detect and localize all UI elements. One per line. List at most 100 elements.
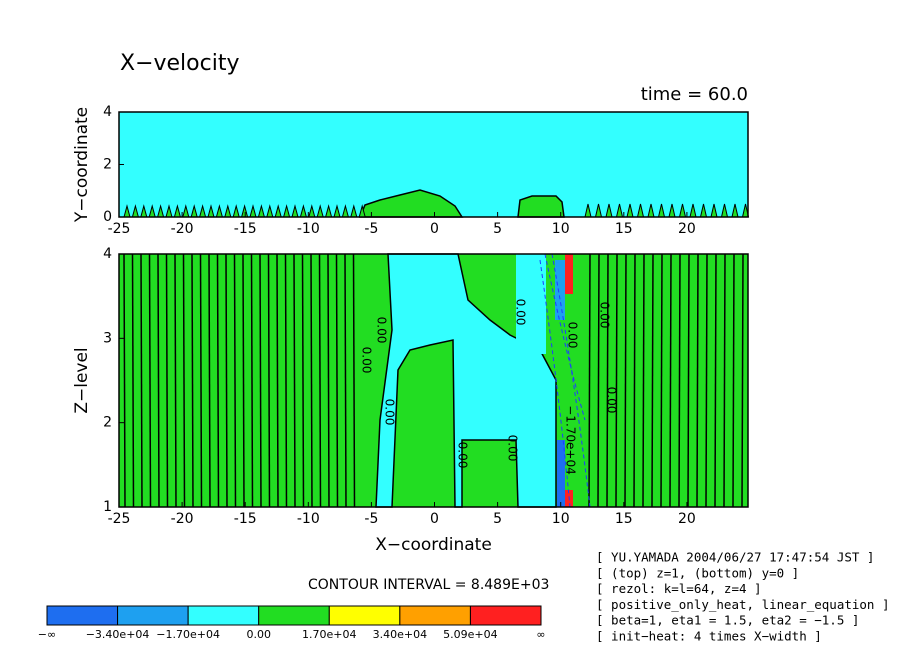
x-tick-label: 15 (615, 221, 633, 237)
contour-line (696, 253, 699, 508)
info-line: [ YU.YAMADA 2004/06/27 17:47:54 JST ] (596, 550, 874, 565)
y-tick-label: 3 (103, 330, 112, 346)
contour-line (687, 253, 690, 508)
y-tick-label: 4 (103, 104, 112, 120)
contour-line (642, 253, 645, 508)
contour-line (597, 253, 600, 508)
contour-line (352, 253, 356, 508)
colorbar-label: ∞ (536, 628, 545, 641)
contour-line (182, 253, 186, 508)
x-tick-label: 20 (678, 221, 696, 237)
colorbar-label: 1.70e+04 (302, 628, 356, 641)
colorbar-box (187, 605, 260, 626)
contour-label: 0.00 (605, 387, 619, 414)
x-tick-label: -5 (364, 511, 378, 527)
contour-line (318, 253, 322, 508)
contour-label: 0.00 (598, 302, 612, 329)
y-axis-label: Z−level (72, 347, 92, 413)
y-tick-label: 2 (103, 157, 112, 173)
contour-label: −1.70e+04 (564, 405, 578, 474)
contour-label: 0.00 (375, 317, 389, 344)
contour-line (131, 253, 135, 508)
x-tick-label: 5 (493, 511, 502, 527)
contour-line (723, 253, 726, 508)
y-axis-label: Y−coordinate (72, 107, 92, 223)
colorbar-label: −1.70e+04 (156, 628, 220, 641)
colorbar-box (399, 605, 471, 626)
contour-label: 0.00 (456, 442, 470, 469)
contour-line (732, 253, 735, 508)
x-tick-label: -20 (171, 511, 194, 527)
colorbar-box (258, 605, 330, 626)
contour-line (123, 253, 126, 508)
x-tick-label: -15 (234, 221, 257, 237)
colorbar-label: 0.00 (246, 628, 271, 641)
contour-line (276, 253, 279, 508)
contour-line (174, 253, 177, 508)
chart-title: X−velocity (120, 51, 240, 76)
contour-line (199, 253, 203, 508)
contour-label: 0.00 (514, 299, 528, 326)
contour-line (651, 253, 654, 508)
info-line: [ beta=1, eta1 = 1.5, eta2 = −1.5 ] (596, 613, 859, 628)
colorbar-label: −3.40e+04 (86, 628, 150, 641)
colorbar-label: 5.09e+04 (443, 628, 497, 641)
x-tick-label: -10 (297, 511, 320, 527)
x-tick-label: 5 (493, 221, 502, 237)
contour-line (242, 253, 245, 508)
contour-interval: CONTOUR INTERVAL = 8.489E+03 (308, 577, 549, 593)
contour-line (615, 253, 618, 508)
contour-line (140, 253, 143, 508)
y-tick-label: 0 (103, 209, 112, 225)
contour-line (633, 253, 636, 508)
contour-line (705, 253, 708, 508)
contour-line (344, 253, 347, 508)
contour-line (259, 253, 262, 508)
x-tick-label: 0 (430, 221, 439, 237)
x-tick-label: -25 (108, 221, 131, 237)
bottom-field (119, 253, 748, 508)
contour-line (293, 253, 296, 508)
info-line: [ positive_only_heat, linear_equation ] (596, 597, 890, 612)
contour-line (284, 253, 288, 508)
plot-frame (118, 253, 749, 508)
contour-line (208, 253, 211, 508)
x-tick-label: 10 (552, 511, 570, 527)
x-tick-label: -10 (297, 221, 320, 237)
contour-line (624, 253, 627, 508)
x-tick-label: -15 (234, 511, 257, 527)
top-field (119, 112, 750, 218)
contour-line (301, 253, 305, 508)
y-tick-label: 1 (103, 499, 112, 515)
colorbar-label: −∞ (38, 628, 56, 641)
x-axis-label: X−coordinate (375, 535, 492, 555)
contour-line (250, 253, 254, 508)
x-tick-label: 10 (552, 221, 570, 237)
contour-line (714, 253, 717, 508)
contour-line (148, 253, 152, 508)
contour-label: 0.00 (383, 399, 397, 426)
contour-line (741, 253, 744, 508)
contour-line (191, 253, 194, 508)
contour-line (588, 253, 591, 508)
x-tick-label: 0 (430, 511, 439, 527)
contour-line (335, 253, 339, 508)
colorbar-box (328, 605, 401, 626)
contour-line (216, 253, 220, 508)
contour-line (678, 253, 681, 508)
info-line: [ rezol: k=l=64, z=4 ] (596, 581, 762, 596)
colorbar-box (46, 605, 119, 626)
contour-line (327, 253, 330, 508)
x-tick-label: -20 (171, 221, 194, 237)
x-tick-label: 15 (615, 511, 633, 527)
contour-label: 0.00 (566, 322, 580, 349)
colorbar-label: 3.40e+04 (373, 628, 427, 641)
time-label: time = 60.0 (641, 84, 748, 105)
x-tick-label: -25 (108, 511, 131, 527)
contour-line (225, 253, 228, 508)
contour-line (165, 253, 169, 508)
colorbar-box (469, 605, 542, 626)
contour-line (310, 253, 313, 508)
info-line: [ (top) z=1, (bottom) y=0 ] (596, 565, 799, 580)
